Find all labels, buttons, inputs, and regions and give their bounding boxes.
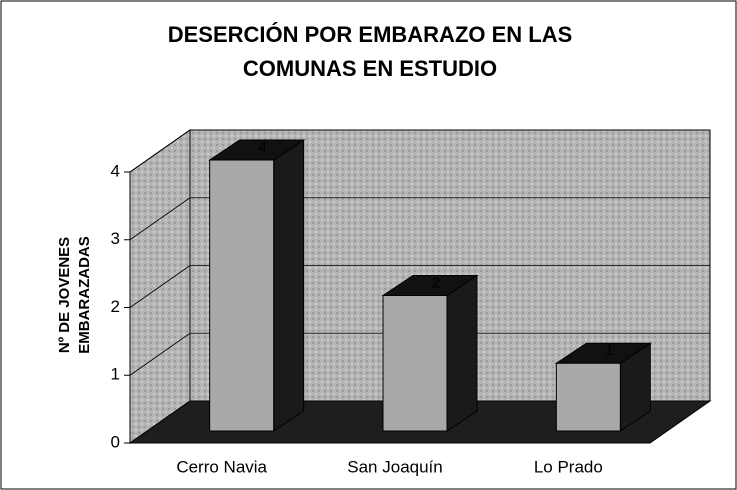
bar-side <box>273 139 305 432</box>
bar <box>209 159 275 432</box>
y-axis-label: Nº DE JOVENES EMBARAZADAS <box>56 236 93 354</box>
data-label: 4 <box>258 139 266 156</box>
y-axis-label-line: EMBARAZADAS <box>76 236 93 354</box>
x-tick-label: San Joaquín <box>347 457 442 476</box>
bar-side <box>446 274 478 432</box>
bar <box>555 362 621 432</box>
x-tick-label: Lo Prado <box>534 457 603 476</box>
y-tick-label: 4 <box>111 161 120 180</box>
grid-line <box>129 265 191 308</box>
y-tick-label: 1 <box>111 365 120 384</box>
chart-title: COMUNAS EN ESTUDIO <box>243 56 497 81</box>
data-label: 2 <box>432 274 440 291</box>
grid-line <box>129 197 191 241</box>
data-label: 1 <box>605 342 613 359</box>
grid-line <box>129 129 191 173</box>
y-tick-label: 0 <box>111 432 120 451</box>
grid-line <box>129 332 191 376</box>
y-tick-label: 2 <box>111 297 120 316</box>
y-axis-label-line: Nº DE JOVENES <box>56 237 73 353</box>
x-tick-label: Cerro Navia <box>176 457 267 476</box>
chart-title: DESERCIÓN POR EMBARAZO EN LAS <box>168 22 573 47</box>
bar <box>382 295 448 432</box>
y-tick-label: 3 <box>111 229 120 248</box>
